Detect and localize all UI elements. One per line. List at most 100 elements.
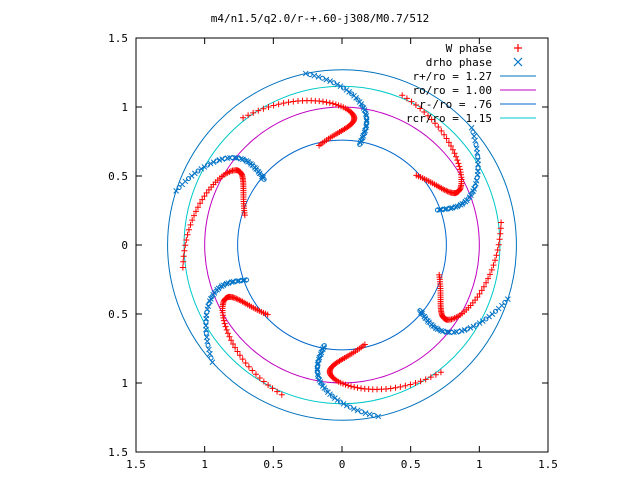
drho-phase-point	[315, 74, 322, 80]
w-phase-point	[245, 112, 252, 119]
w-phase-point	[448, 143, 455, 150]
legend-marker-cross	[513, 57, 523, 67]
drho-phase-point	[343, 87, 350, 93]
w-phase-point	[220, 314, 227, 321]
drho-phase-point	[185, 176, 191, 182]
w-phase-point	[483, 279, 490, 286]
y-tick-label: 1	[121, 101, 128, 114]
drho-phase-point	[363, 118, 370, 125]
legend-label: r+/ro = 1.27	[413, 70, 492, 83]
drho-phase-point	[302, 70, 309, 77]
drho-phase-point	[334, 397, 341, 403]
drho-phase-point	[341, 85, 347, 91]
w-phase-point	[408, 98, 415, 105]
drho-phase-point	[375, 413, 382, 420]
w-phase-point	[326, 99, 333, 106]
w-phase-point	[480, 283, 487, 290]
w-phase-point	[229, 340, 236, 347]
w-phase-point	[421, 109, 428, 116]
circle-2	[204, 106, 480, 384]
w-phase-point	[403, 95, 410, 102]
w-phase-point	[201, 193, 208, 200]
drho-phase-point	[319, 381, 325, 387]
w-phase-point	[181, 247, 188, 254]
w-phase-point	[205, 186, 212, 193]
drho-phase-point	[461, 327, 468, 333]
w-phase-point	[280, 100, 287, 107]
w-phase-point	[497, 225, 504, 232]
w-phase-point	[449, 146, 456, 153]
w-phase-point	[234, 348, 241, 355]
drho-phase-point	[505, 296, 511, 303]
w-phase-point	[180, 253, 187, 260]
w-phase-point	[222, 323, 229, 330]
drho-phase-point	[470, 323, 477, 330]
phase-points	[173, 70, 511, 420]
y-tick-label: 1	[121, 377, 128, 390]
w-phase-point	[274, 388, 281, 395]
drho-phase-point	[351, 406, 357, 412]
drho-phase-point	[209, 359, 216, 366]
w-phase-point	[354, 384, 361, 391]
drho-phase-point	[359, 103, 365, 109]
w-phase-point	[194, 204, 201, 211]
w-phase-point	[192, 208, 199, 215]
w-phase-point	[443, 135, 450, 142]
drho-phase-point	[216, 157, 223, 163]
drho-phase-point	[351, 92, 357, 99]
drho-phase-point	[203, 319, 209, 325]
drho-phase-point	[467, 324, 474, 331]
drho-phase-point	[176, 185, 182, 191]
drho-phase-point	[346, 88, 353, 95]
w-phase-point	[342, 381, 349, 388]
w-phase-point	[245, 363, 252, 370]
w-phase-point	[457, 166, 464, 173]
w-phase-point	[478, 287, 485, 294]
w-phase-point	[260, 378, 267, 385]
w-phase-point	[425, 112, 432, 119]
legend-marker-plus	[514, 44, 522, 52]
drho-phase-point	[340, 400, 347, 407]
w-phase-point	[256, 374, 263, 381]
w-phase-point	[492, 257, 499, 264]
y-tick-label: 0	[121, 239, 128, 252]
w-phase-point	[387, 385, 394, 392]
w-phase-point	[488, 266, 495, 273]
w-phase-point	[191, 212, 198, 219]
drho-phase-point	[205, 342, 211, 348]
w-phase-point	[437, 369, 444, 376]
w-phase-point	[432, 371, 439, 378]
w-phase-point	[185, 226, 192, 233]
drho-phase-point	[203, 330, 209, 336]
w-phase-point	[240, 114, 247, 121]
w-phase-point	[351, 384, 358, 391]
drho-phase-point	[493, 308, 499, 314]
circle-1	[167, 69, 517, 421]
w-phase-point	[348, 383, 355, 390]
drho-phase-point	[502, 299, 508, 305]
w-phase-point	[444, 188, 451, 195]
drho-phase-point	[217, 284, 223, 290]
w-phase-point	[474, 294, 481, 301]
drho-phase-point	[195, 168, 201, 174]
drho-phase-point	[201, 164, 208, 170]
legend-label: rcr/ro = 1.15	[406, 112, 492, 125]
drho-phase-point	[444, 329, 450, 335]
w-phase-point	[493, 252, 500, 259]
w-phase-point	[454, 157, 461, 164]
w-phase-point	[180, 258, 187, 265]
w-phase-point	[285, 99, 292, 106]
w-phase-point	[412, 379, 419, 386]
w-phase-point	[189, 217, 196, 224]
x-tick-label: 1	[476, 458, 483, 471]
w-phase-point	[417, 105, 424, 112]
w-phase-point	[441, 131, 448, 138]
w-phase-point	[453, 153, 460, 160]
w-phase-point	[435, 124, 442, 131]
drho-phase-point	[465, 196, 471, 202]
w-phase-point	[456, 163, 463, 170]
x-tick-label: 0	[339, 458, 346, 471]
w-phase-point	[226, 333, 233, 340]
